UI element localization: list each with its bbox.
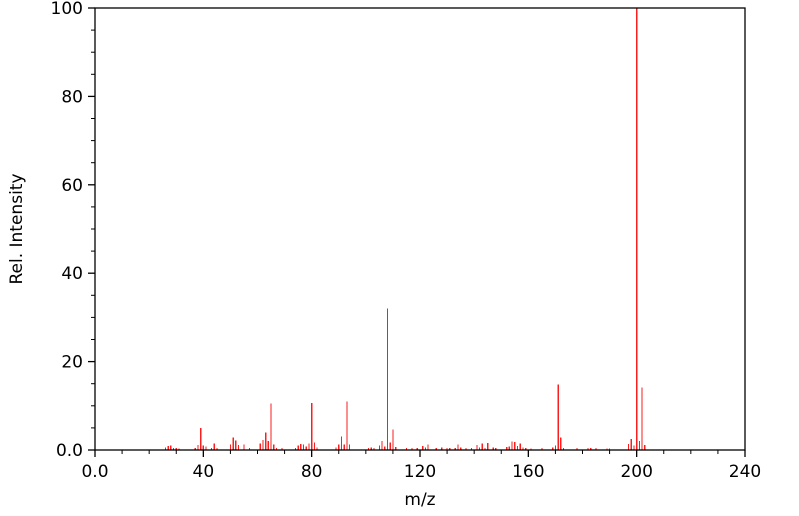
x-tick-label: 40 <box>193 462 215 482</box>
x-tick-label: 240 <box>729 462 761 482</box>
y-tick-label: 0.0 <box>56 441 83 461</box>
y-axis-label: Rel. Intensity <box>7 173 27 284</box>
x-tick-label: 160 <box>512 462 544 482</box>
x-tick-label: 0.0 <box>81 462 108 482</box>
axis-ticks <box>88 7 746 457</box>
y-tick-label: 20 <box>61 353 83 373</box>
x-axis-label: m/z <box>404 490 435 510</box>
spectrum-peaks <box>164 8 646 450</box>
y-tick-label: 100 <box>51 0 83 19</box>
y-tick-label: 40 <box>61 264 83 284</box>
y-tick-label: 80 <box>61 87 83 107</box>
axis-tick-labels: 0.0 40 80 120 160 200 240 0.0 20 40 60 80 100 <box>51 0 762 482</box>
x-tick-label: 200 <box>620 462 652 482</box>
x-tick-label: 120 <box>404 462 436 482</box>
y-tick-label: 60 <box>61 176 83 196</box>
axes-frame <box>94 7 746 451</box>
x-tick-label: 80 <box>301 462 323 482</box>
plot-frame <box>94 7 746 451</box>
